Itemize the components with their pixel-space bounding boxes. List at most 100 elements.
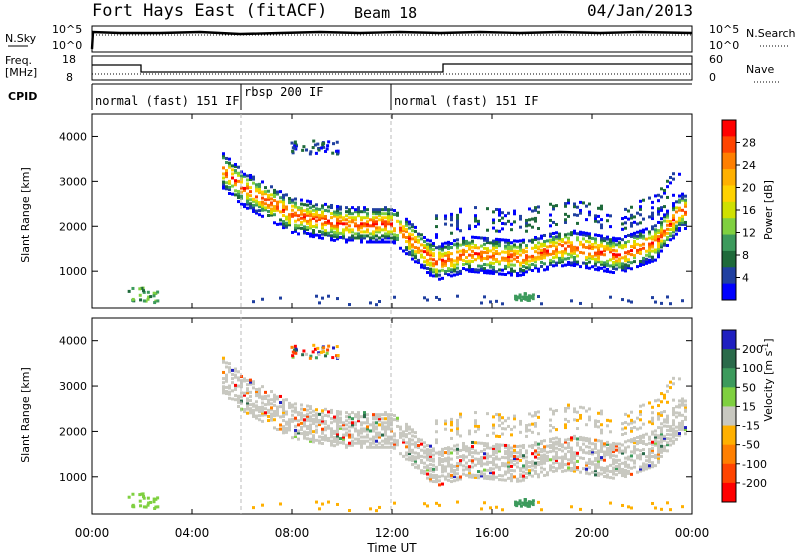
power-cell bbox=[396, 233, 399, 237]
velocity-cell bbox=[642, 452, 645, 456]
power-cell bbox=[285, 221, 288, 225]
power-cell bbox=[651, 255, 654, 259]
power-cell bbox=[261, 202, 264, 206]
colorbar-swatch bbox=[722, 120, 736, 137]
power-cell bbox=[615, 255, 618, 259]
power-cell bbox=[666, 185, 669, 189]
velocity-cell bbox=[519, 430, 522, 434]
power-cell bbox=[657, 249, 660, 253]
velocity-cell bbox=[312, 343, 316, 347]
power-cell bbox=[537, 241, 540, 245]
colorbar-swatch bbox=[722, 283, 736, 301]
velocity-cell bbox=[501, 462, 504, 466]
power-cell bbox=[573, 245, 576, 249]
power-cell bbox=[681, 218, 684, 222]
x-tick-label: 12:00 bbox=[375, 526, 410, 540]
velocity-cell bbox=[678, 434, 681, 438]
power-cell bbox=[381, 212, 384, 216]
power-cell bbox=[270, 197, 273, 201]
power-cell bbox=[558, 256, 561, 260]
power-cell bbox=[597, 233, 600, 237]
velocity-cell bbox=[375, 445, 378, 449]
velocity-cell bbox=[462, 454, 465, 458]
velocity-cell bbox=[597, 439, 600, 443]
power-cell bbox=[597, 256, 600, 260]
power-cell bbox=[678, 216, 681, 220]
velocity-cell bbox=[450, 469, 453, 473]
velocity-cell bbox=[426, 452, 429, 456]
velocity-cell bbox=[291, 419, 294, 423]
power-cell bbox=[321, 222, 324, 226]
power-cell bbox=[648, 232, 651, 236]
power-cell bbox=[335, 149, 339, 153]
power-cell bbox=[276, 208, 279, 212]
velocity-cell bbox=[564, 407, 567, 411]
power-cell bbox=[450, 218, 453, 222]
velocity-cell bbox=[441, 460, 444, 464]
velocity-cell bbox=[501, 421, 504, 425]
velocity-cell bbox=[261, 409, 264, 413]
velocity-cell bbox=[651, 463, 654, 467]
velocity-cell bbox=[459, 412, 462, 416]
power-cell bbox=[324, 149, 328, 153]
velocity-cell bbox=[639, 412, 642, 416]
power-cell bbox=[681, 208, 684, 212]
velocity-cell bbox=[417, 464, 420, 468]
power-cell bbox=[600, 260, 603, 264]
power-cell bbox=[282, 207, 285, 211]
velocity-cell bbox=[447, 446, 450, 450]
power-cell bbox=[420, 237, 423, 241]
velocity-cell bbox=[318, 441, 321, 445]
power-cell bbox=[291, 151, 295, 155]
power-cell bbox=[423, 240, 426, 244]
power-cell bbox=[420, 243, 423, 247]
power-cell bbox=[618, 259, 621, 263]
power-cell bbox=[527, 294, 531, 298]
velocity-cell bbox=[360, 441, 363, 445]
velocity-cell bbox=[555, 467, 558, 471]
power-cell bbox=[663, 233, 666, 237]
velocity-cell bbox=[438, 475, 441, 479]
velocity-cell bbox=[564, 469, 567, 473]
power-cell bbox=[147, 295, 151, 299]
velocity-cell bbox=[246, 383, 249, 387]
velocity-cell bbox=[525, 455, 528, 459]
power-cell bbox=[426, 258, 429, 262]
power-cell bbox=[501, 238, 504, 242]
power-cell bbox=[336, 233, 339, 237]
power-cell bbox=[579, 208, 582, 212]
velocity-cell bbox=[399, 425, 402, 429]
velocity-cell bbox=[300, 417, 303, 421]
velocity-cell bbox=[609, 451, 612, 455]
velocity-cell bbox=[477, 451, 480, 455]
velocity-cell bbox=[456, 429, 459, 433]
velocity-cell bbox=[282, 408, 285, 412]
velocity-cell bbox=[681, 401, 684, 405]
power-cell bbox=[438, 245, 441, 249]
velocity-cell bbox=[234, 367, 237, 371]
power-cell bbox=[618, 257, 621, 261]
velocity-cell bbox=[567, 458, 570, 462]
power-cell bbox=[267, 203, 270, 207]
power-cell bbox=[669, 228, 672, 232]
freq-tick-bottom: 8 bbox=[66, 71, 73, 84]
power-cell bbox=[243, 186, 246, 190]
power-cell bbox=[432, 258, 435, 262]
velocity-cell bbox=[513, 448, 516, 452]
velocity-cell bbox=[471, 445, 474, 449]
power-cell bbox=[618, 245, 621, 249]
velocity-cell bbox=[225, 377, 228, 381]
power-cell bbox=[429, 245, 432, 249]
power-cell bbox=[468, 247, 471, 251]
velocity-cell bbox=[681, 419, 684, 423]
velocity-cell bbox=[303, 434, 306, 438]
velocity-cell bbox=[243, 408, 246, 412]
velocity-cell bbox=[444, 475, 447, 479]
velocity-cell bbox=[351, 417, 354, 421]
power-cell bbox=[441, 268, 444, 272]
power-cell bbox=[612, 236, 615, 240]
power-cell bbox=[462, 252, 465, 256]
power-cell bbox=[576, 232, 579, 236]
velocity-cell bbox=[654, 506, 657, 510]
power-cell bbox=[585, 256, 588, 260]
